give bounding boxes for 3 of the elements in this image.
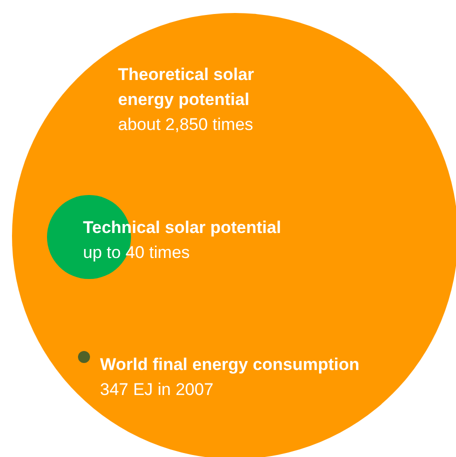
category-label: World final energy consumption [100, 355, 360, 374]
data-label: about 2,850 times [118, 115, 254, 134]
text: 347 EJ in 2007 [100, 380, 214, 399]
